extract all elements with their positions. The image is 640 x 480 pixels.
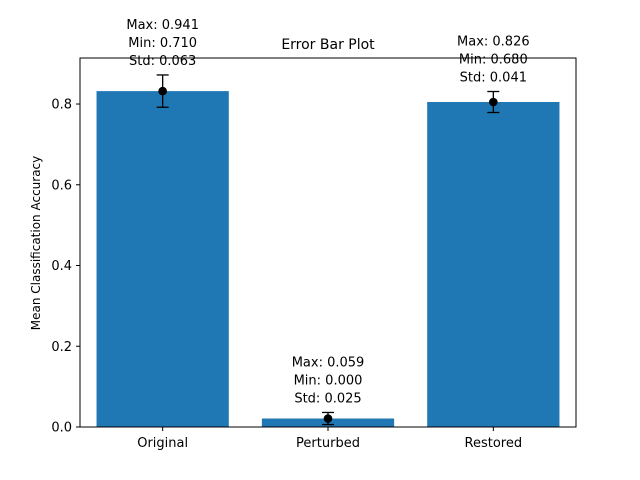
y-tick-label-0.4: 0.4 [51,259,72,274]
annotation-restored-1: Min: 0.680 [459,53,528,68]
plot-area: Max: 0.941 Min: 0.710 Std: 0.063 Original Ma… [51,18,577,451]
annotation-original-1: Min: 0.710 [128,36,197,51]
y-tick-label-0.8: 0.8 [51,98,72,113]
y-tick-label-0.0: 0.0 [51,421,72,436]
y-tick-label-0.6: 0.6 [51,178,72,193]
x-tick-label-restored: Restored [465,436,523,451]
mean-point-perturbed [323,414,333,423]
y-tick-label-0.2: 0.2 [51,340,72,355]
y-axis-label: Mean Classification Accuracy [29,156,43,331]
chart-title: Error Bar Plot [281,37,375,53]
bar-original [96,91,229,427]
mean-point-original [158,86,167,96]
annotation-restored-0: Max: 0.826 [457,35,530,50]
x-tick-label-perturbed: Perturbed [296,436,360,451]
mean-point-restored [489,97,498,107]
axes-frame [79,57,577,428]
annotation-perturbed-2: Std: 0.025 [294,391,361,406]
bar-restored [427,102,560,428]
annotation-restored-2: Std: 0.041 [460,71,527,86]
annotation-original-0: Max: 0.941 [126,18,199,33]
annotation-original-2: Std: 0.063 [129,54,196,69]
annotation-perturbed-0: Max: 0.059 [292,355,365,370]
x-tick-label-original: Original [137,436,188,451]
annotation-perturbed-1: Min: 0.000 [294,373,363,388]
